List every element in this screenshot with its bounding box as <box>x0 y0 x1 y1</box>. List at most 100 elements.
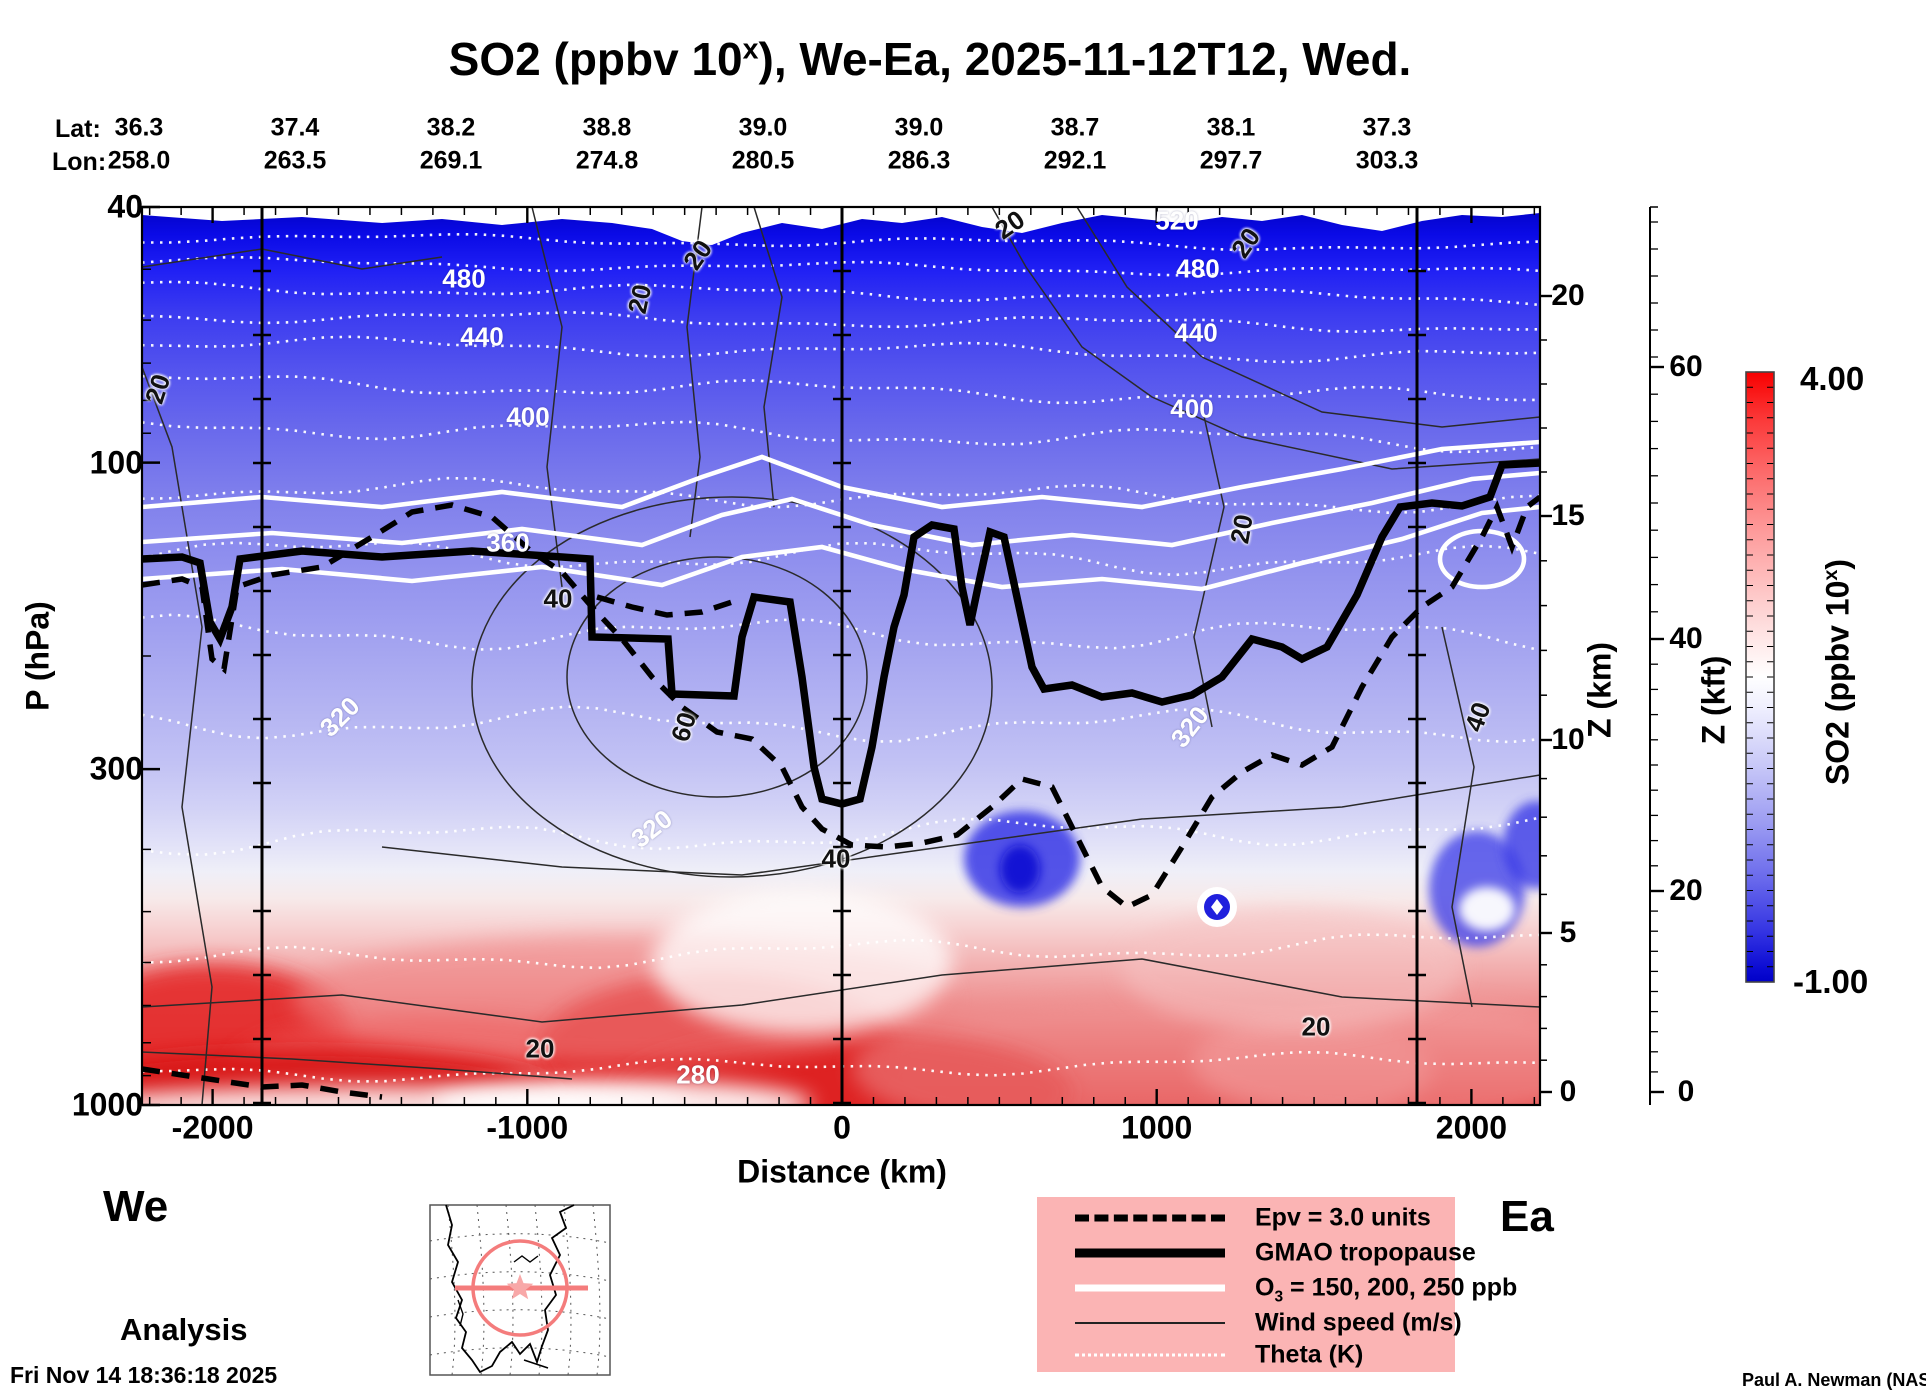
wind-speed-contour <box>142 1051 573 1080</box>
graticule-parallel <box>429 1309 611 1320</box>
legend-line-sample-o3 <box>1075 1284 1225 1292</box>
p-tick-300: 300 <box>89 750 143 787</box>
graticule-meridian <box>505 1204 514 1376</box>
theta-contour-label-400: 400 <box>506 401 550 432</box>
zkft-tick-40: 40 <box>1669 622 1703 655</box>
zkm-tick-20: 20 <box>1551 279 1585 312</box>
left-endpoint-label: We <box>103 1182 169 1231</box>
theta-contour-label-280: 280 <box>676 1059 720 1090</box>
legend-line-sample-trop <box>1075 1248 1225 1258</box>
theta-contour-label-360: 360 <box>486 527 530 558</box>
wind-speed-contour <box>142 366 213 1105</box>
legend-label: GMAO tropopause <box>1255 1238 1476 1267</box>
theta-contour-label-480: 480 <box>1176 253 1220 284</box>
legend-item-theta: Theta (K) <box>1037 1338 1455 1372</box>
p-tick-100: 100 <box>89 444 143 481</box>
p-tick-40: 40 <box>107 188 143 225</box>
wind-speed-contour-60 <box>566 556 868 798</box>
lon-value: 280.5 <box>731 146 795 175</box>
wind-speed-contour <box>753 207 783 508</box>
wind-contour-label-20: 20 <box>1301 1011 1331 1042</box>
graticule-parallel <box>429 1233 611 1244</box>
zkm-tick-15: 15 <box>1551 499 1585 532</box>
wind-contour-label-20: 20 <box>621 281 658 317</box>
so2-field <box>142 207 1540 1105</box>
legend-label: Theta (K) <box>1255 1340 1364 1369</box>
x-tick--2000: -2000 <box>171 1109 254 1146</box>
legend-label: Epv = 3.0 units <box>1255 1203 1431 1232</box>
lon-value: 292.1 <box>1043 146 1107 175</box>
theta-contour-label-400: 400 <box>1170 393 1214 424</box>
graticule-meridian <box>447 1204 456 1376</box>
lon-value: 303.3 <box>1355 146 1419 175</box>
graticule-meridian <box>534 1204 543 1376</box>
credit-text: Paul A. Newman (NASA <box>1742 1370 1926 1390</box>
wind-contour-label-40: 40 <box>821 843 851 874</box>
lat-value: 38.7 <box>1050 113 1100 142</box>
lon-value: 297.7 <box>1199 146 1263 175</box>
wind-speed-contour <box>1193 406 1225 728</box>
wind-contour-label-20: 20 <box>1224 512 1259 546</box>
theta-contour-label-440: 440 <box>1174 317 1218 348</box>
lat-value: 37.4 <box>270 113 320 142</box>
legend-item-trop: GMAO tropopause <box>1037 1236 1476 1270</box>
wind-speed-contour-40 <box>471 496 993 878</box>
o3-contour <box>142 470 1540 548</box>
wind-contour-label-40: 40 <box>543 583 573 614</box>
wind-speed-contour <box>686 207 703 538</box>
theta-contour <box>142 541 1540 577</box>
lat-value: 39.0 <box>894 113 944 142</box>
lat-value: 38.2 <box>426 113 476 142</box>
o3-contour <box>142 504 1540 592</box>
wind-speed-contour <box>142 248 443 270</box>
cross-section-locator-circle <box>471 1239 569 1337</box>
lon-value: 274.8 <box>575 146 639 175</box>
theta-contour <box>142 705 1540 744</box>
center-star-icon <box>506 1274 534 1300</box>
altitude-kft-axis-name: Z (kft) <box>1695 655 1732 745</box>
wind-speed-contour <box>1076 207 1540 428</box>
legend: Epv = 3.0 units GMAO tropopause O3 = 150, … <box>1037 1197 1517 1372</box>
lat-row-label: Lat: <box>55 115 101 143</box>
legend-line-sample-epv <box>1075 1214 1225 1222</box>
x-tick--1000: -1000 <box>486 1109 569 1146</box>
x-tick-1000: 1000 <box>1121 1109 1193 1146</box>
map-inset <box>429 1204 611 1376</box>
colorbar-max-label: 4.00 <box>1800 360 1865 397</box>
right-endpoint-label: Ea <box>1500 1192 1554 1241</box>
legend-label: Wind speed (m/s) <box>1255 1308 1462 1337</box>
legend-line-sample-theta <box>1075 1353 1225 1357</box>
x-tick-0: 0 <box>833 1109 851 1146</box>
creation-timestamp: Fri Nov 14 18:36:18 2025 <box>10 1362 278 1388</box>
lat-value: 36.3 <box>114 113 164 142</box>
legend-item-epv: Epv = 3.0 units <box>1037 1201 1455 1235</box>
analysis-label: Analysis <box>120 1312 248 1347</box>
colorbar-axis-name: SO2 (ppbv 10x) <box>1819 558 1856 786</box>
lat-value: 37.3 <box>1362 113 1412 142</box>
lon-value: 286.3 <box>887 146 951 175</box>
graticule-meridian <box>476 1204 485 1376</box>
p-tick-1000: 1000 <box>71 1086 143 1123</box>
legend-item-wind: Wind speed (m/s) <box>1037 1306 1462 1340</box>
wind-contour-label-20: 20 <box>525 1033 555 1064</box>
theta-contour <box>142 613 1540 652</box>
pressure-axis-name: P (hPa) <box>19 601 56 711</box>
colorbar-min-label: -1.00 <box>1793 963 1869 1000</box>
theta-contour-label-480: 480 <box>442 263 486 294</box>
lon-row-label: Lon: <box>52 148 107 176</box>
altitude-km-axis-name: Z (km) <box>1581 642 1618 738</box>
theta-contour-label-520: 520 <box>1155 205 1199 236</box>
theta-contour-label-440: 440 <box>460 321 504 352</box>
lat-value: 38.8 <box>582 113 632 142</box>
legend-line-sample-wind <box>1075 1322 1225 1324</box>
zkft-tick-60: 60 <box>1669 350 1703 383</box>
lon-value: 263.5 <box>263 146 327 175</box>
distance-axis-name: Distance (km) <box>737 1153 947 1190</box>
zkft-tick-0: 0 <box>1677 1075 1695 1108</box>
wind-speed-contour <box>1441 626 1475 1008</box>
lat-value: 39.0 <box>738 113 788 142</box>
lon-value: 258.0 <box>107 146 171 175</box>
page-title: SO2 (ppbv 10x), We-Ea, 2025-11-12T12, We… <box>448 33 1412 85</box>
